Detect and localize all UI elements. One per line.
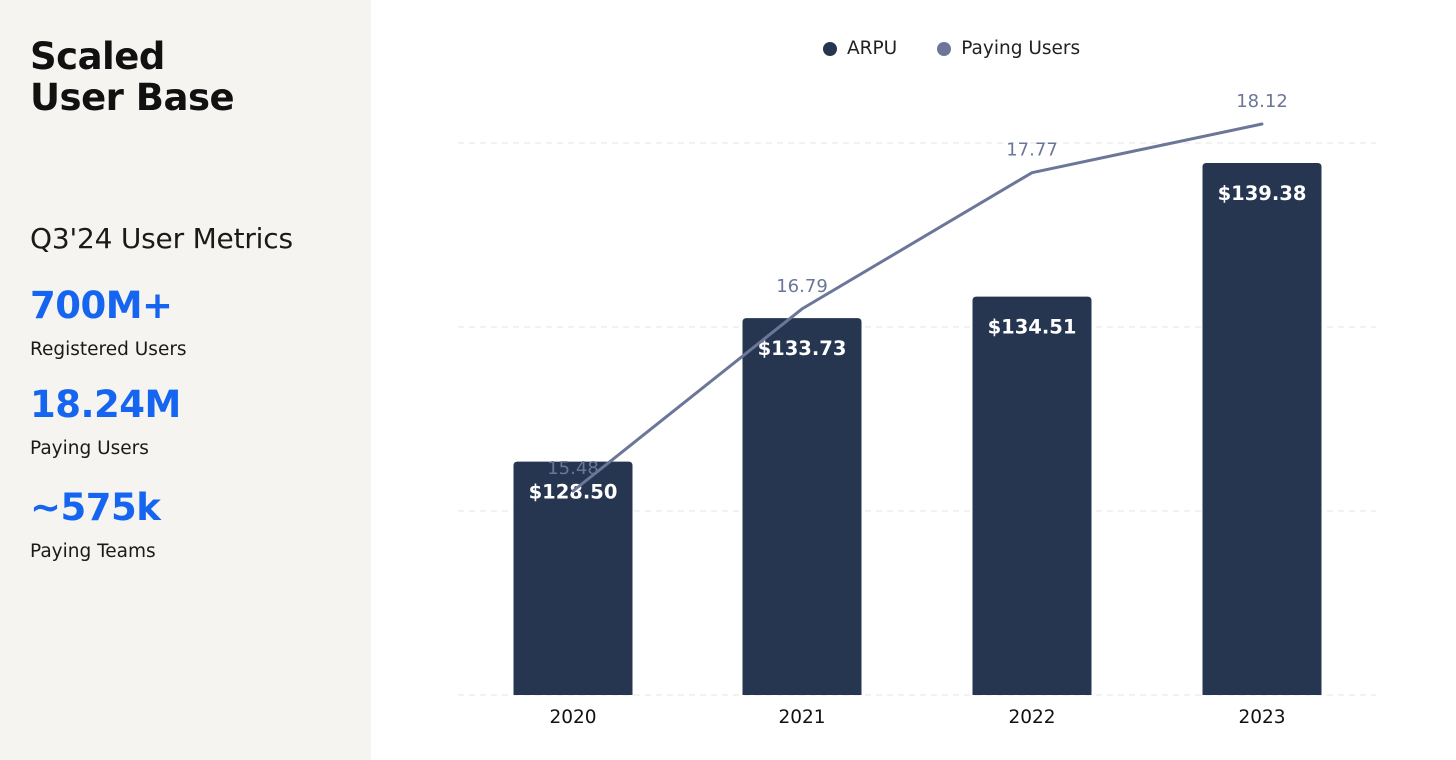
bar-label-2023: $139.38 bbox=[1218, 182, 1307, 205]
metrics-section-title: Q3'24 User Metrics bbox=[30, 222, 293, 255]
bar-2021 bbox=[742, 318, 862, 695]
registered-users-value: 700M+ bbox=[30, 284, 173, 327]
paying-teams-label: Paying Teams bbox=[30, 541, 156, 562]
x-tick-2020: 2020 bbox=[549, 707, 596, 728]
title-line-2: User Base bbox=[30, 76, 235, 119]
legend-label-paying-users: Paying Users bbox=[961, 38, 1081, 59]
title-line-1: Scaled bbox=[30, 35, 165, 78]
paying-teams-value: ~575k bbox=[30, 486, 161, 529]
bar-2022 bbox=[972, 296, 1092, 695]
legend-dot-paying-users bbox=[937, 41, 952, 56]
paying-users-value: 18.24M bbox=[30, 383, 181, 426]
legend-dot-arpu bbox=[823, 41, 837, 56]
bar-2020 bbox=[513, 461, 633, 695]
chart-legend: ARPU Paying Users bbox=[823, 38, 1120, 59]
legend-item-paying-users: Paying Users bbox=[937, 38, 1080, 59]
line-label-2023: 18.12 bbox=[1236, 91, 1288, 112]
bar-label-2021: $133.73 bbox=[758, 337, 847, 360]
x-tick-2021: 2021 bbox=[778, 707, 825, 728]
paying-users-line bbox=[571, 122, 1264, 493]
line-label-2020: 15.48 bbox=[547, 458, 599, 479]
bar-label-2022: $134.51 bbox=[988, 316, 1077, 339]
x-tick-2022: 2022 bbox=[1008, 707, 1055, 728]
legend-item-arpu: ARPU bbox=[823, 38, 897, 59]
line-label-2021: 16.79 bbox=[776, 276, 828, 297]
paying-users-label: Paying Users bbox=[30, 438, 149, 459]
legend-label-arpu: ARPU bbox=[847, 38, 898, 59]
x-tick-2023: 2023 bbox=[1238, 707, 1285, 728]
sidebar: Scaled User Base Q3'24 User Metrics 700M… bbox=[0, 0, 371, 760]
line-label-2022: 17.77 bbox=[1006, 140, 1058, 161]
bar-2023 bbox=[1202, 163, 1322, 695]
page-title: Scaled User Base bbox=[30, 35, 235, 119]
registered-users-label: Registered Users bbox=[30, 339, 187, 360]
